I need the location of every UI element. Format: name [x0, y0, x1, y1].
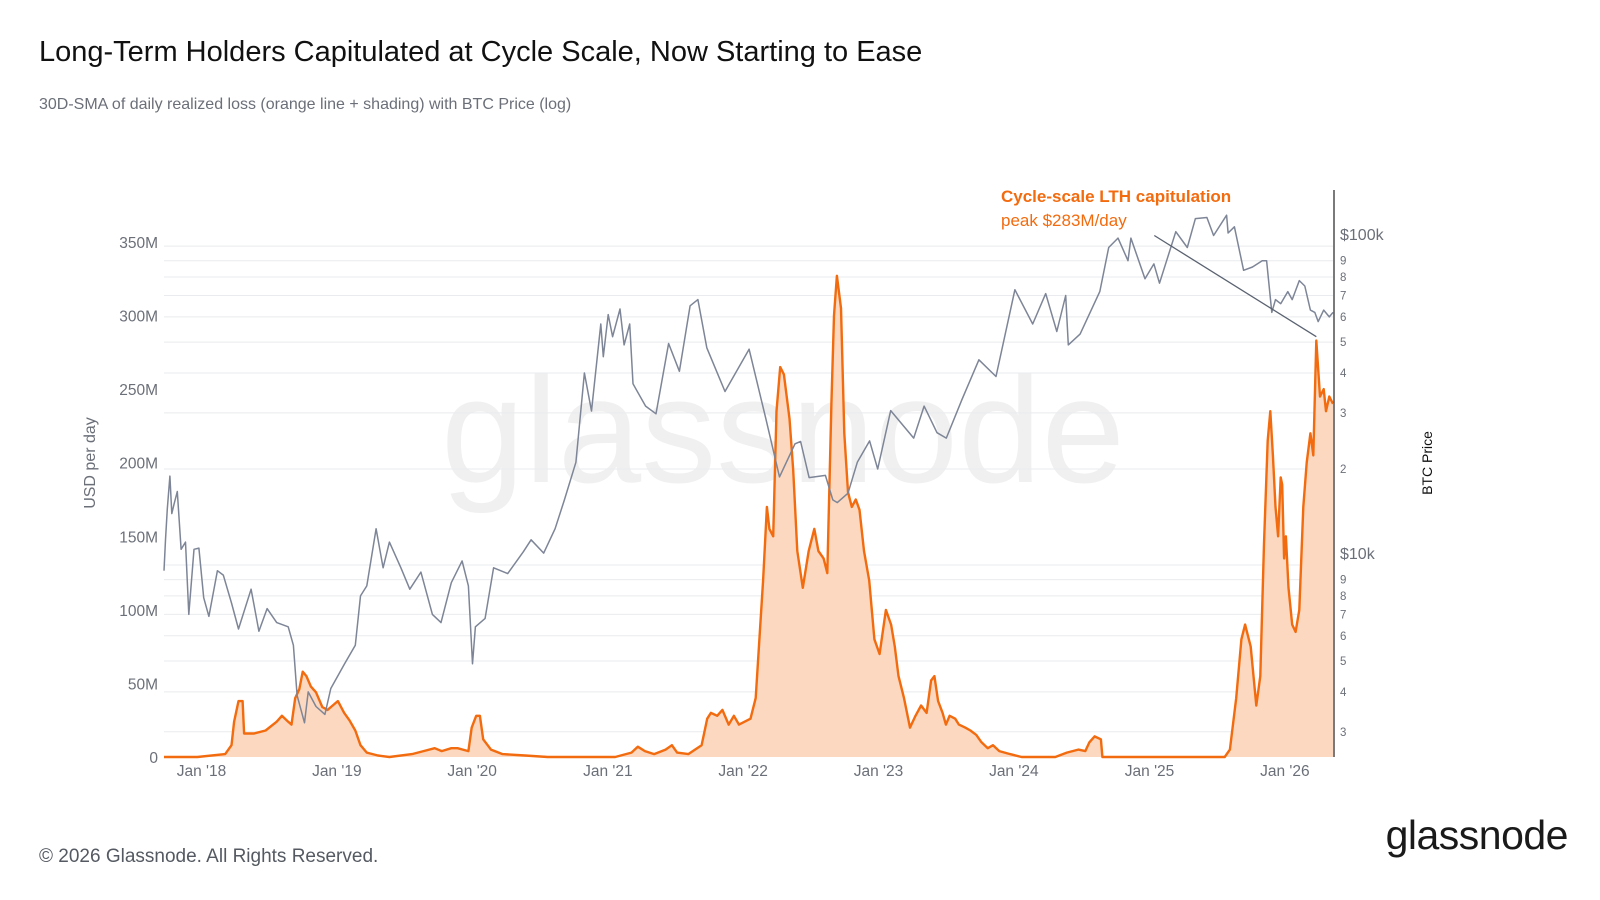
btc-price-line — [163, 214, 1334, 724]
y-right-tick-label: 3 — [1340, 408, 1346, 420]
x-tick-label: Jan '18 — [177, 763, 227, 780]
x-tick-label: Jan '24 — [989, 763, 1039, 780]
x-tick-label: Jan '26 — [1260, 763, 1310, 780]
y-tick-label: 50M — [128, 676, 158, 693]
y-right-tick-label: 6 — [1340, 312, 1346, 324]
y-tick-label: 300M — [119, 309, 158, 326]
y-right-axis-title: BTC Price — [1419, 431, 1435, 495]
brand-logo: glassnode — [1385, 812, 1569, 858]
y-tick-label: 250M — [119, 382, 158, 399]
copyright-footer: © 2026 Glassnode. All Rights Reserved. — [39, 846, 379, 867]
y-right-tick-label: 5 — [1340, 656, 1346, 668]
y-tick-label: 350M — [119, 235, 158, 252]
annotation-pointer-line — [1153, 234, 1317, 338]
chart-subtitle: 30D-SMA of daily realized loss (orange l… — [39, 96, 572, 113]
x-tick-label: Jan '21 — [583, 763, 633, 780]
y-tick-label: 150M — [119, 529, 158, 546]
chart-title: Long-Term Holders Capitulated at Cycle S… — [39, 36, 923, 68]
y-right-tick-label: 9 — [1340, 575, 1346, 587]
x-tick-label: Jan '25 — [1125, 763, 1175, 780]
y-right-tick-label: 6 — [1340, 631, 1346, 643]
y-right-tick-label: 4 — [1340, 687, 1347, 699]
x-tick-label: Jan '23 — [854, 763, 904, 780]
x-tick-label: Jan '20 — [447, 763, 497, 780]
y-tick-label: 0 — [149, 750, 158, 767]
y-axis-title: USD per day — [82, 417, 99, 509]
annotation-subtitle: peak $283M/day — [1001, 211, 1127, 230]
y-right-tick-label: 7 — [1340, 291, 1346, 303]
y-right-tick-label: 4 — [1340, 368, 1347, 380]
y-tick-label: 200M — [119, 456, 158, 473]
y-tick-label: 100M — [119, 603, 158, 620]
y-right-tick-label: 7 — [1340, 609, 1346, 621]
x-tick-label: Jan '19 — [312, 763, 362, 780]
x-tick-label: Jan '22 — [718, 763, 768, 780]
realized-loss-line — [164, 274, 1335, 759]
y-right-tick-label: 8 — [1340, 591, 1346, 603]
y-right-tick-label: 3 — [1340, 727, 1346, 739]
y-right-tick-label: 5 — [1340, 337, 1346, 349]
y-right-tick-label: $10k — [1340, 546, 1376, 563]
annotation-title: Cycle-scale LTH capitulation — [1001, 187, 1231, 206]
y-right-tick-label: $100k — [1340, 227, 1385, 244]
y-right-tick-label: 2 — [1340, 464, 1346, 476]
y-right-tick-label: 8 — [1340, 272, 1346, 284]
y-right-tick-label: 9 — [1340, 256, 1346, 268]
